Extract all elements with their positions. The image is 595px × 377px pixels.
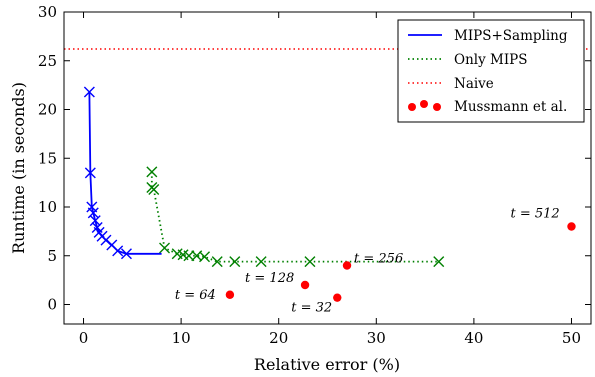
y-axis-ticks: 0 5 10 15 20 25 30 xyxy=(38,3,591,314)
only-mips-line xyxy=(150,171,439,263)
plot-frame xyxy=(63,11,592,325)
only-mips-point xyxy=(199,251,211,263)
x-tick-label: 40 xyxy=(464,329,483,347)
legend-box xyxy=(397,19,585,123)
y-tick-label: 20 xyxy=(38,101,57,119)
mussmann-point xyxy=(567,222,576,231)
only-mips-point xyxy=(146,166,158,178)
legend-label: Only MIPS xyxy=(454,52,528,68)
mussmann-point xyxy=(225,290,235,299)
only-mips-point xyxy=(159,242,171,254)
plot-layer: t = 64 t = 128 t = 32 t = 256 t = 512 xyxy=(64,48,591,316)
mussmann-annotation: t = 128 xyxy=(245,271,294,286)
only-mips-point xyxy=(183,250,195,262)
only-mips-point xyxy=(433,256,445,268)
y-tick-label: 15 xyxy=(38,149,57,167)
only-mips-point xyxy=(211,256,223,268)
mussmann-point xyxy=(333,293,342,302)
legend: MIPS+Sampling Only MIPS Naive Mussmann et a… xyxy=(397,19,585,123)
x-tick-label: 50 xyxy=(562,329,581,347)
x-tick-label: 20 xyxy=(269,329,288,347)
x-tick-label: 0 xyxy=(79,329,89,347)
legend-swatch-mussmann xyxy=(420,100,428,108)
mips-sampling-point xyxy=(112,245,124,257)
mussmann-annotation: t = 64 xyxy=(175,288,216,303)
mussmann-annotation: t = 256 xyxy=(354,252,403,267)
mussmann-point xyxy=(342,261,352,270)
y-tick-label: 25 xyxy=(38,52,57,70)
mips-sampling-point xyxy=(83,86,95,98)
x-axis-label: Relative error (%) xyxy=(254,355,400,374)
legend-label: Naive xyxy=(454,76,494,92)
mips-sampling-point xyxy=(84,167,96,179)
y-tick-label: 5 xyxy=(47,247,57,265)
legend-swatch-mussmann xyxy=(408,103,416,111)
y-axis-label: Runtime (in seconds) xyxy=(9,82,28,254)
legend-label: Mussmann et al. xyxy=(454,99,567,115)
mussmann-annotation: t = 32 xyxy=(291,301,332,316)
mussmann-point xyxy=(300,280,310,290)
x-tick-label: 10 xyxy=(172,329,191,347)
y-tick-label: 30 xyxy=(38,3,57,21)
legend-label: MIPS+Sampling xyxy=(454,28,568,44)
mussmann-annotation: t = 512 xyxy=(510,207,559,222)
only-mips-point xyxy=(255,256,267,268)
only-mips-point xyxy=(304,256,316,268)
only-mips-point xyxy=(148,183,160,195)
y-tick-label: 10 xyxy=(38,198,57,216)
y-tick-label: 0 xyxy=(47,296,57,314)
mips-sampling-point xyxy=(120,248,132,260)
x-axis-ticks: 0 10 20 30 40 50 xyxy=(79,12,581,347)
legend-swatch-mussmann xyxy=(433,103,441,111)
mips-sampling-point xyxy=(89,215,101,227)
only-mips-point xyxy=(229,256,241,268)
x-tick-label: 30 xyxy=(367,329,386,347)
